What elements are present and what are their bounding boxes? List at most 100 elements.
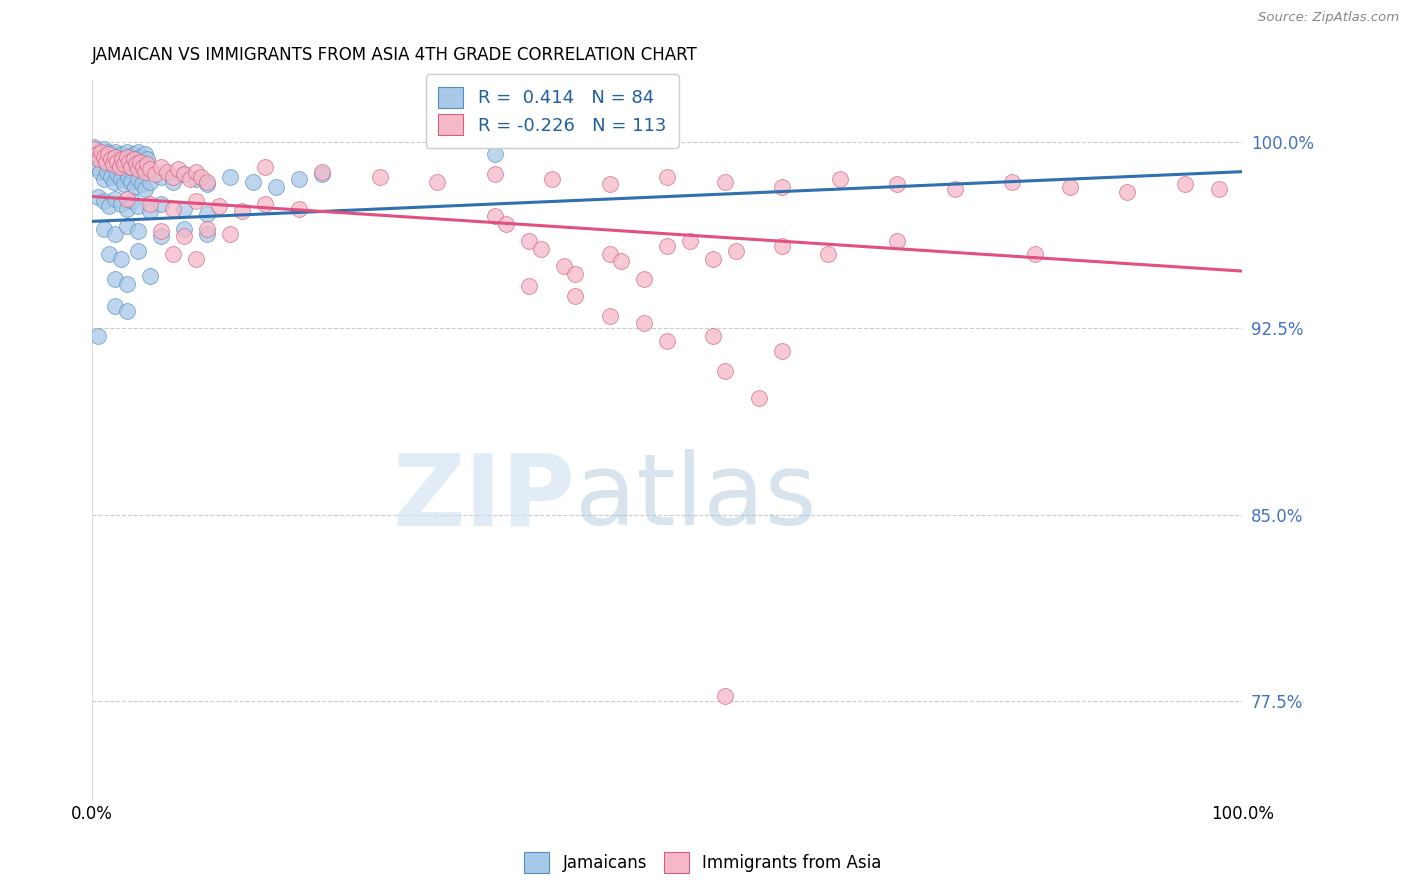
Point	[93, 222, 115, 236]
Point	[195, 207, 218, 221]
Point	[231, 204, 253, 219]
Point	[104, 299, 127, 313]
Point	[599, 309, 621, 323]
Point	[770, 179, 793, 194]
Point	[131, 177, 153, 191]
Point	[633, 316, 655, 330]
Point	[1059, 179, 1081, 194]
Point	[121, 194, 143, 209]
Point	[120, 160, 142, 174]
Point	[311, 167, 333, 181]
Point	[97, 147, 120, 161]
Point	[125, 152, 148, 166]
Point	[1208, 182, 1230, 196]
Point	[748, 391, 770, 405]
Point	[127, 199, 149, 213]
Point	[98, 199, 121, 213]
Point	[162, 202, 184, 216]
Point	[150, 169, 173, 184]
Point	[138, 162, 160, 177]
Point	[127, 172, 149, 186]
Point	[190, 169, 212, 184]
Point	[553, 259, 575, 273]
Point	[97, 145, 120, 159]
Point	[93, 194, 115, 209]
Point	[125, 157, 148, 171]
Point	[886, 177, 908, 191]
Point	[173, 202, 195, 216]
Point	[564, 289, 586, 303]
Point	[94, 150, 117, 164]
Point	[136, 157, 159, 171]
Point	[103, 175, 125, 189]
Text: Source: ZipAtlas.com: Source: ZipAtlas.com	[1258, 11, 1399, 24]
Point	[195, 227, 218, 241]
Point	[127, 162, 149, 177]
Point	[115, 150, 138, 164]
Point	[134, 147, 156, 161]
Point	[136, 152, 159, 166]
Point	[173, 222, 195, 236]
Point	[138, 268, 160, 283]
Point	[184, 164, 207, 178]
Point	[100, 169, 122, 184]
Point	[115, 304, 138, 318]
Point	[219, 227, 242, 241]
Point	[107, 167, 129, 181]
Point	[541, 172, 564, 186]
Point	[770, 239, 793, 253]
Point	[111, 147, 134, 161]
Point	[112, 177, 135, 191]
Point	[184, 172, 207, 186]
Point	[115, 219, 138, 234]
Point	[713, 689, 735, 703]
Point	[90, 145, 112, 159]
Point	[633, 271, 655, 285]
Point	[94, 154, 117, 169]
Point	[138, 197, 160, 211]
Point	[134, 182, 156, 196]
Point	[770, 343, 793, 358]
Point	[657, 334, 679, 348]
Point	[264, 179, 287, 194]
Point	[115, 277, 138, 291]
Point	[117, 169, 139, 184]
Point	[87, 152, 110, 166]
Point	[828, 172, 851, 186]
Point	[162, 175, 184, 189]
Point	[107, 154, 129, 169]
Point	[84, 160, 107, 174]
Point	[112, 157, 135, 171]
Point	[83, 140, 105, 154]
Point	[426, 175, 449, 189]
Legend: Jamaicans, Immigrants from Asia: Jamaicans, Immigrants from Asia	[517, 846, 889, 880]
Point	[96, 164, 118, 178]
Point	[886, 234, 908, 248]
Point	[610, 254, 633, 268]
Point	[657, 239, 679, 253]
Point	[484, 210, 506, 224]
Point	[101, 157, 124, 171]
Point	[184, 194, 207, 209]
Point	[108, 154, 131, 169]
Point	[1116, 185, 1139, 199]
Point	[112, 152, 135, 166]
Point	[679, 234, 702, 248]
Point	[179, 172, 201, 186]
Point	[129, 154, 152, 169]
Point	[1174, 177, 1197, 191]
Point	[111, 152, 134, 166]
Point	[118, 154, 141, 169]
Point	[725, 244, 748, 259]
Point	[368, 169, 391, 184]
Point	[110, 197, 132, 211]
Point	[242, 175, 264, 189]
Point	[104, 271, 127, 285]
Point	[530, 242, 553, 256]
Point	[162, 169, 184, 184]
Point	[288, 172, 311, 186]
Point	[208, 199, 231, 213]
Point	[127, 224, 149, 238]
Point	[517, 279, 540, 293]
Legend: R =  0.414   N = 84, R = -0.226   N = 113: R = 0.414 N = 84, R = -0.226 N = 113	[426, 74, 679, 147]
